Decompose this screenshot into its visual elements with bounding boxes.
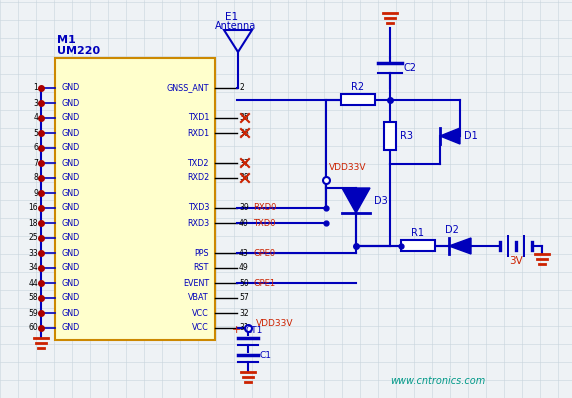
Text: R3: R3 xyxy=(400,131,413,141)
Bar xyxy=(341,94,375,105)
Text: 49: 49 xyxy=(239,263,249,273)
Text: GND: GND xyxy=(61,174,80,183)
Text: GND: GND xyxy=(61,113,80,123)
Text: 4: 4 xyxy=(33,113,38,123)
Text: TXD1: TXD1 xyxy=(188,113,209,123)
Text: RXD1: RXD1 xyxy=(187,129,209,137)
Text: 3V: 3V xyxy=(509,256,523,266)
Text: EVENT: EVENT xyxy=(183,279,209,287)
Text: R1: R1 xyxy=(411,228,424,238)
Text: 3: 3 xyxy=(33,98,38,107)
Text: GND: GND xyxy=(61,203,80,213)
Text: 1: 1 xyxy=(33,84,38,92)
Text: 36: 36 xyxy=(239,129,249,137)
Text: GND: GND xyxy=(61,293,80,302)
Text: 35: 35 xyxy=(239,113,249,123)
Text: TXD3: TXD3 xyxy=(188,203,209,213)
Text: D3: D3 xyxy=(374,196,388,206)
Polygon shape xyxy=(342,188,370,213)
Text: GND: GND xyxy=(61,324,80,332)
Text: 33: 33 xyxy=(28,248,38,258)
Text: +: + xyxy=(231,325,241,335)
Text: GPE0: GPE0 xyxy=(253,248,275,258)
Text: 40: 40 xyxy=(239,219,249,228)
Text: GND: GND xyxy=(61,189,80,197)
Text: C1: C1 xyxy=(260,351,272,360)
Text: M1: M1 xyxy=(57,35,76,45)
Text: GND: GND xyxy=(61,308,80,318)
Text: RXD2: RXD2 xyxy=(186,174,209,183)
Bar xyxy=(384,122,396,150)
Text: E1: E1 xyxy=(225,12,239,22)
Text: www.cntronics.com: www.cntronics.com xyxy=(390,376,485,386)
Text: 60: 60 xyxy=(28,324,38,332)
Text: 9: 9 xyxy=(33,189,38,197)
Bar xyxy=(401,240,435,251)
Text: RXD3: RXD3 xyxy=(187,219,209,228)
Text: 50: 50 xyxy=(239,279,249,287)
Text: GND: GND xyxy=(61,158,80,168)
Text: CT1: CT1 xyxy=(246,326,263,335)
Text: 39: 39 xyxy=(239,203,249,213)
Text: 18: 18 xyxy=(29,219,38,228)
Polygon shape xyxy=(440,128,460,144)
Text: VDD33V: VDD33V xyxy=(329,163,367,172)
Text: 44: 44 xyxy=(28,279,38,287)
Text: 34: 34 xyxy=(28,263,38,273)
Text: GND: GND xyxy=(61,98,80,107)
Text: 57: 57 xyxy=(239,293,249,302)
Text: TXD2: TXD2 xyxy=(188,158,209,168)
Text: VDD33V: VDD33V xyxy=(256,319,293,328)
Text: 2: 2 xyxy=(239,84,244,92)
Text: 59: 59 xyxy=(28,308,38,318)
Text: 31: 31 xyxy=(239,324,249,332)
Text: PPS: PPS xyxy=(194,248,209,258)
Text: 25: 25 xyxy=(29,234,38,242)
Text: GPE1: GPE1 xyxy=(253,279,275,287)
Text: GNSS_ANT: GNSS_ANT xyxy=(166,84,209,92)
Text: 6: 6 xyxy=(33,144,38,152)
Text: GND: GND xyxy=(61,219,80,228)
Text: UM220: UM220 xyxy=(57,46,100,56)
Text: 58: 58 xyxy=(29,293,38,302)
Text: VCC: VCC xyxy=(192,324,209,332)
Text: R2: R2 xyxy=(351,82,364,92)
Text: 7: 7 xyxy=(33,158,38,168)
Text: GND: GND xyxy=(61,248,80,258)
Text: D2: D2 xyxy=(445,225,459,235)
Text: GND: GND xyxy=(61,263,80,273)
Text: TXD0: TXD0 xyxy=(253,219,276,228)
Text: 16: 16 xyxy=(29,203,38,213)
Text: 5: 5 xyxy=(33,129,38,137)
Text: GND: GND xyxy=(61,84,80,92)
Text: C2: C2 xyxy=(404,63,417,73)
Text: 37: 37 xyxy=(239,158,249,168)
Text: VCC: VCC xyxy=(192,308,209,318)
Text: Antenna: Antenna xyxy=(216,21,257,31)
Text: 38: 38 xyxy=(239,174,249,183)
Text: 32: 32 xyxy=(239,308,249,318)
Text: GND: GND xyxy=(61,144,80,152)
Text: GND: GND xyxy=(61,129,80,137)
Polygon shape xyxy=(449,238,471,254)
Text: RXD0: RXD0 xyxy=(253,203,276,213)
Text: VBAT: VBAT xyxy=(188,293,209,302)
Bar xyxy=(55,58,215,340)
Text: RST: RST xyxy=(194,263,209,273)
Text: 8: 8 xyxy=(33,174,38,183)
Text: 43: 43 xyxy=(239,248,249,258)
Text: GND: GND xyxy=(61,279,80,287)
Text: GND: GND xyxy=(61,234,80,242)
Text: D1: D1 xyxy=(464,131,478,141)
